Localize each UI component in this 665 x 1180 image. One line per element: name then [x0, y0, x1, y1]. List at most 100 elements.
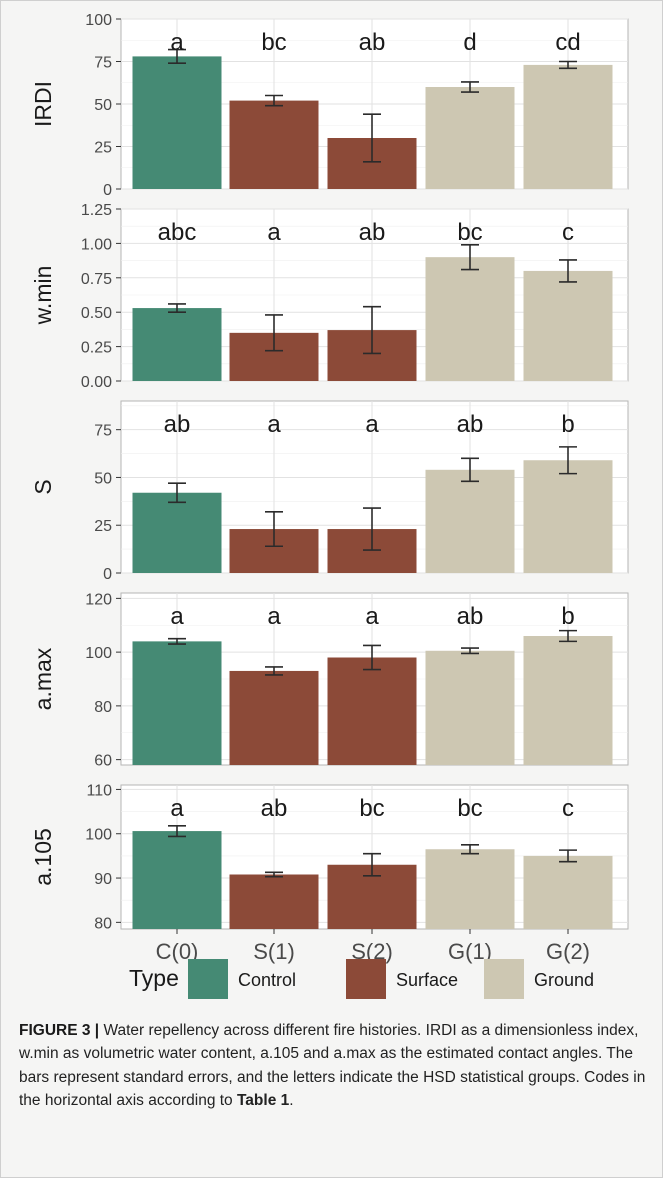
y-tick-label: 0	[103, 566, 112, 583]
bar-G(1)	[425, 469, 515, 573]
legend-swatch-surface	[346, 959, 386, 999]
error-bar	[265, 871, 283, 878]
y-tick-label: 100	[85, 827, 112, 844]
y-tick-label: 75	[94, 55, 112, 72]
error-bar	[265, 94, 283, 107]
error-bar	[559, 849, 577, 863]
y-axis-label: IRDI	[30, 81, 56, 127]
error-bar	[363, 644, 381, 671]
error-bar	[559, 259, 577, 283]
group-letter: b	[561, 603, 574, 630]
legend-title: Type	[129, 965, 179, 991]
group-letter: ab	[457, 411, 484, 438]
error-bar	[461, 457, 479, 483]
bar-G(2)	[523, 270, 613, 381]
panel-4: a ab bc bc c 80 90 100 110 a.105	[30, 782, 629, 932]
y-axis-label: a.max	[30, 647, 56, 710]
group-letter: bc	[457, 219, 482, 246]
error-bar	[265, 666, 283, 676]
y-axis-label: S	[30, 479, 56, 494]
bar-S(1)	[229, 874, 319, 929]
group-letter: cd	[555, 29, 580, 56]
group-letter: a	[267, 603, 281, 630]
error-bar	[461, 81, 479, 93]
legend-swatch-ground	[484, 959, 524, 999]
bar-G(1)	[425, 650, 515, 765]
group-letter: d	[463, 29, 476, 56]
bar-C(0)	[132, 56, 222, 190]
panel-2: ab a a ab b 0 25 50 75 S	[30, 400, 629, 583]
bar-C(0)	[132, 641, 222, 765]
caption-text: Water repellency across different fire h…	[19, 1022, 646, 1109]
bar-G(2)	[523, 64, 613, 189]
y-tick-label: 75	[94, 423, 112, 440]
error-bar	[363, 507, 381, 551]
error-bar	[461, 844, 479, 855]
panel-3: a a a ab b 60 80 100 120 a.max	[30, 591, 629, 770]
error-bar	[363, 113, 381, 163]
bar-G(2)	[523, 855, 613, 929]
group-letter: a	[267, 411, 281, 438]
group-letter: bc	[261, 29, 286, 56]
group-letter: a	[365, 603, 379, 630]
y-tick-label: 110	[86, 782, 112, 799]
bar-G(1)	[425, 257, 515, 381]
y-tick-label: 80	[94, 699, 112, 716]
legend-label-ground: Ground	[534, 970, 594, 990]
y-tick-label: 0.75	[81, 271, 112, 288]
group-letter: ab	[261, 795, 288, 822]
error-bar	[265, 314, 283, 352]
group-letter: a	[170, 29, 184, 56]
panel-1: abc a ab bc c 0.00 0.25 0.50 0.75 1.00 1.25 w.min	[30, 202, 629, 391]
error-bar	[265, 511, 283, 548]
y-tick-label: 50	[94, 97, 112, 114]
y-tick-label: 0.00	[81, 374, 112, 391]
group-letter: b	[561, 411, 574, 438]
y-tick-label: 100	[85, 12, 112, 29]
caption-label: FIGURE 3 |	[19, 1022, 100, 1039]
y-tick-label: 0	[103, 182, 112, 199]
y-tick-label: 50	[94, 470, 112, 487]
error-bar	[168, 48, 186, 65]
group-letter: abc	[158, 219, 197, 246]
bar-S(2)	[327, 657, 417, 765]
group-letter: c	[562, 219, 574, 246]
group-letter: c	[562, 795, 574, 822]
bar-G(1)	[425, 849, 515, 929]
group-letter: ab	[359, 219, 386, 246]
error-bar	[559, 446, 577, 475]
y-tick-label: 1.25	[81, 202, 112, 219]
group-letter: ab	[457, 603, 484, 630]
y-tick-label: 120	[85, 591, 112, 608]
bar-C(0)	[132, 308, 222, 381]
error-bar	[168, 824, 186, 838]
group-letter: a	[365, 411, 379, 438]
error-bar	[559, 60, 577, 70]
bar-S(1)	[229, 100, 319, 189]
group-letter: ab	[359, 29, 386, 56]
panel-0: a bc ab d cd 0 25 50 75 100 IRDI	[30, 12, 629, 199]
error-bar	[461, 243, 479, 271]
y-tick-label: 100	[85, 645, 112, 662]
error-bar	[559, 629, 577, 643]
figure-caption: FIGURE 3 | Water repellency across diffe…	[19, 1019, 651, 1112]
group-letter: ab	[164, 411, 191, 438]
y-axis-label: w.min	[30, 266, 56, 326]
legend-label-control: Control	[238, 970, 296, 990]
legend-label-surface: Surface	[396, 970, 458, 990]
bar-C(0)	[132, 831, 222, 929]
error-bar	[363, 852, 381, 877]
x-tick-label: G(2)	[546, 939, 590, 964]
error-bar	[168, 303, 186, 314]
legend-swatch-control	[188, 959, 228, 999]
legend: Type Control Surface Ground	[129, 959, 594, 999]
group-letter: bc	[359, 795, 384, 822]
group-letter: a	[267, 219, 281, 246]
error-bar	[168, 482, 186, 504]
y-tick-label: 0.25	[81, 340, 112, 357]
caption-table-ref: Table 1	[236, 1091, 290, 1109]
bar-S(1)	[229, 670, 319, 765]
group-letter: bc	[457, 795, 482, 822]
